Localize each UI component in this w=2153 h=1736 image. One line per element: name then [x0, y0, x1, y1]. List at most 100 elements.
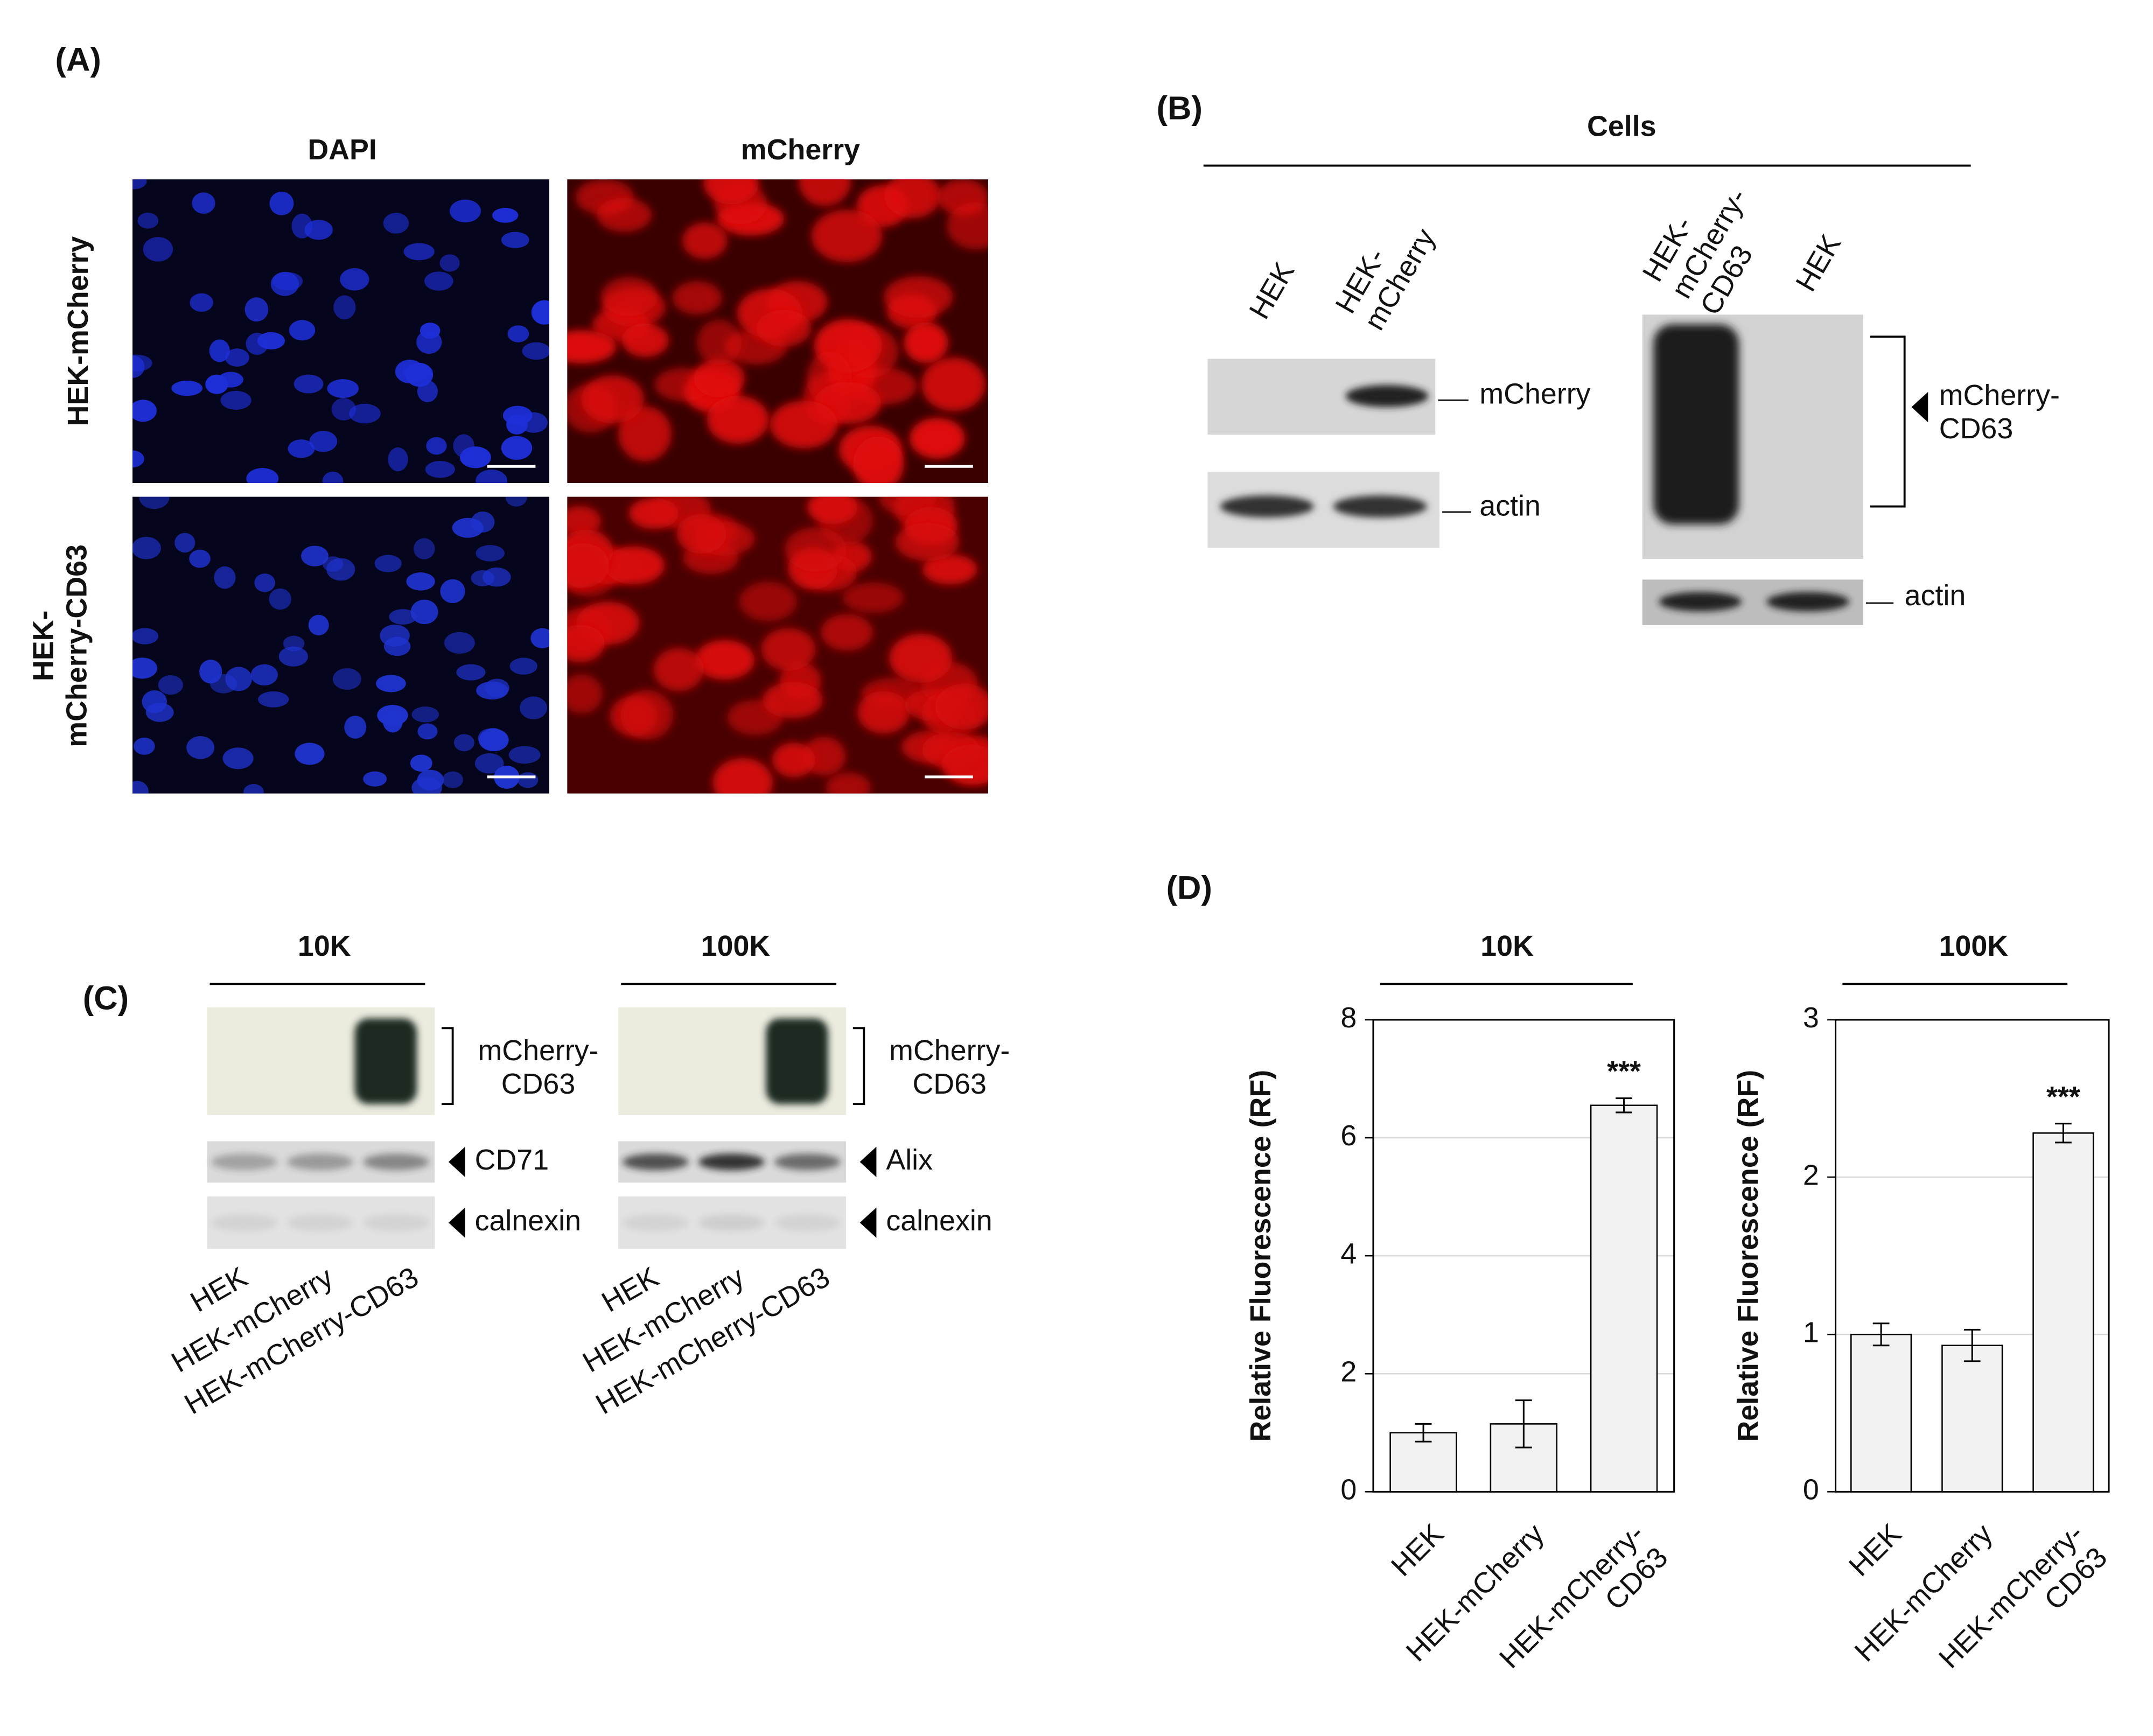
cell: [246, 333, 269, 355]
bar: [2032, 1132, 2094, 1493]
cell: [132, 657, 157, 679]
cell: [322, 471, 344, 483]
cell: [842, 583, 904, 613]
cell: [132, 179, 147, 190]
cell: [210, 674, 237, 694]
arrowhead: [448, 1146, 465, 1178]
cell: [471, 570, 495, 586]
cell: [349, 403, 381, 424]
cell: [653, 648, 704, 691]
cell: [505, 496, 527, 507]
cell: [695, 640, 755, 680]
chart-title: 100K: [1939, 930, 2009, 962]
cell: [222, 747, 254, 769]
cell: [707, 395, 769, 444]
cell: [424, 271, 453, 291]
cell: [278, 646, 308, 667]
cell: [244, 297, 269, 322]
cell: [426, 437, 447, 455]
x-tick-label: HEK: [1843, 1517, 1908, 1583]
cell: [250, 664, 278, 686]
cell: [712, 758, 773, 794]
cell: [530, 628, 550, 648]
band: [354, 1018, 417, 1104]
cell: [137, 212, 159, 229]
cell: [225, 348, 249, 367]
significance: ***: [2046, 1081, 2080, 1113]
cell: [450, 199, 481, 223]
cell: [821, 614, 873, 651]
band: [363, 1214, 430, 1231]
cell: [174, 533, 195, 553]
cell: [509, 657, 537, 675]
cell: [946, 202, 988, 250]
y-tick-label: 6: [1340, 1119, 1357, 1152]
band: [1333, 495, 1427, 518]
bar: [1850, 1333, 1912, 1493]
cell: [442, 771, 464, 788]
blot-title: 10K: [298, 930, 351, 962]
cell: [214, 566, 236, 589]
cell: [254, 573, 275, 592]
band-label: calnexin: [475, 1205, 581, 1237]
cell: [304, 220, 333, 240]
y-tick-label: 0: [1803, 1474, 1819, 1506]
cell: [220, 390, 251, 410]
cell: [301, 545, 329, 566]
y-tick-label: 8: [1340, 1002, 1357, 1034]
cell: [567, 625, 605, 662]
cell: [811, 209, 883, 262]
cell: [694, 359, 745, 397]
cell: [567, 543, 610, 588]
cell: [293, 374, 324, 394]
cell: [672, 281, 722, 315]
cell: [567, 674, 603, 713]
bracket: [1870, 335, 1906, 508]
row-label: HEK-mCherry: [62, 236, 94, 426]
cell: [134, 737, 155, 755]
row-label: HEK-mCherry-CD63: [27, 544, 93, 747]
cell: [425, 460, 455, 478]
cell: [374, 555, 402, 572]
cell: [132, 628, 158, 645]
band-label: mCherry-CD63: [1939, 379, 2060, 445]
y-tick-label: 2: [1340, 1355, 1357, 1388]
cell: [520, 696, 548, 719]
cell: [522, 342, 550, 360]
cell: [439, 254, 460, 272]
cell: [501, 232, 529, 248]
cell: [762, 682, 823, 718]
cell: [921, 357, 986, 411]
cell: [601, 277, 658, 316]
cell: [581, 375, 645, 424]
cell: [941, 745, 988, 785]
y-tick-label: 3: [1803, 1002, 1819, 1034]
bracket: [852, 1027, 865, 1105]
band-label: calnexin: [886, 1205, 992, 1237]
band-label: CD71: [475, 1144, 549, 1176]
cell: [209, 339, 230, 362]
cell: [383, 636, 411, 656]
cell: [519, 412, 548, 433]
cell-group: [132, 179, 550, 483]
panel-label: (C): [83, 979, 129, 1017]
cell: [453, 734, 474, 752]
bar: [1389, 1432, 1457, 1493]
y-tick-label: 0: [1340, 1474, 1357, 1506]
cell: [826, 773, 871, 794]
cell: [476, 469, 508, 483]
cell: [340, 268, 369, 291]
arrowhead: [859, 1207, 877, 1238]
cell: [621, 323, 669, 358]
cell: [410, 754, 432, 772]
cell: [444, 632, 475, 654]
cell: [132, 781, 149, 794]
band: [774, 1153, 841, 1171]
cell: [474, 753, 504, 774]
cell: [205, 374, 228, 394]
cells: [132, 179, 988, 794]
cell: [596, 198, 652, 232]
cell: [459, 446, 491, 468]
cell: [158, 675, 183, 695]
cell: [895, 523, 960, 561]
